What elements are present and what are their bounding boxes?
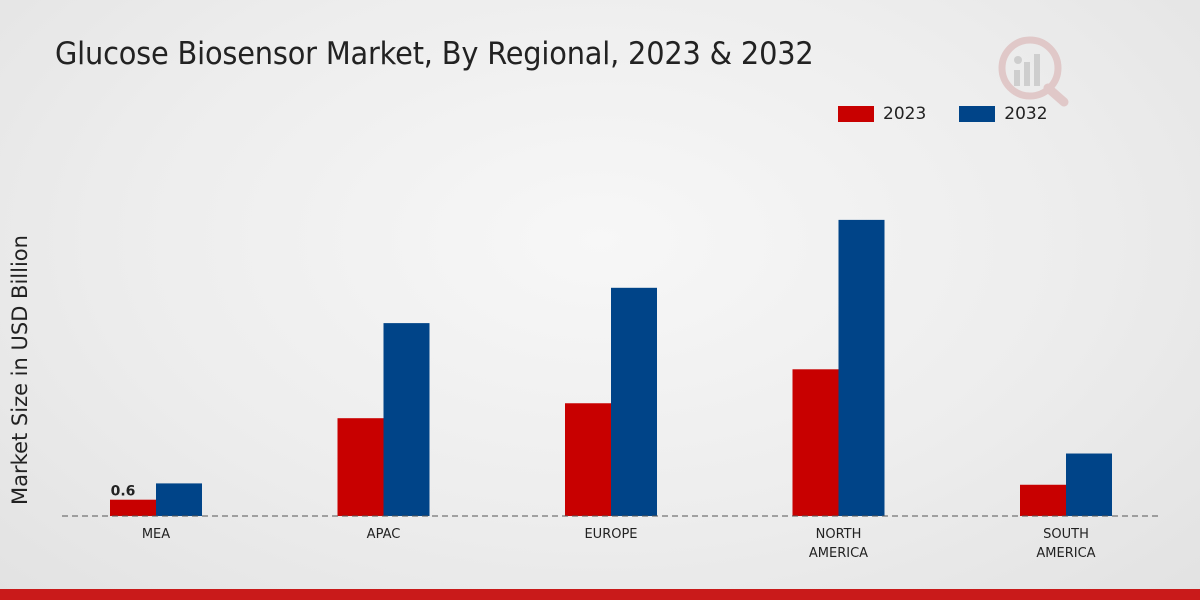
bar-2032-mea — [156, 483, 202, 516]
x-tick-labels: MEA APAC EUROPE NORTH AMERICA SOUTH AMERICA — [142, 527, 1096, 561]
bar-2023-apac — [337, 418, 384, 516]
x-tick-apac: APAC — [367, 527, 401, 542]
data-label-2023-mea: 0.6 — [111, 484, 136, 500]
chart-legend: 2023 2032 — [838, 104, 1081, 124]
legend-item-2032: 2032 — [959, 104, 1048, 124]
bar-2032-apac — [383, 323, 430, 516]
bar-2032-europe — [611, 287, 657, 516]
bar-2023-south-america — [1020, 484, 1066, 516]
brand-logo-icon — [996, 30, 1074, 110]
chart-title: Glucose Biosensor Market, By Regional, 2… — [55, 36, 814, 72]
legend-label-2032: 2032 — [1004, 104, 1048, 124]
bar-2023-europe — [565, 403, 611, 516]
footer-accent-bar — [0, 589, 1200, 600]
bar-2032-south-america — [1066, 453, 1112, 516]
legend-swatch-2023 — [838, 106, 874, 122]
legend-item-2023: 2023 — [838, 104, 926, 124]
x-tick-mea: MEA — [142, 527, 170, 542]
bar-2023-north-america — [792, 369, 839, 516]
bar-2023-mea — [110, 499, 156, 516]
x-tick-south-america: SOUTH AMERICA — [1036, 527, 1095, 561]
legend-swatch-2032 — [959, 106, 996, 122]
legend-label-2023: 2023 — [883, 104, 927, 124]
data-labels: 0.6 — [111, 484, 136, 500]
x-tick-north-america: NORTH AMERICA — [809, 527, 868, 561]
bar-2032-north-america — [838, 219, 885, 516]
x-tick-europe: EUROPE — [584, 527, 637, 542]
bars-group — [110, 219, 1112, 516]
